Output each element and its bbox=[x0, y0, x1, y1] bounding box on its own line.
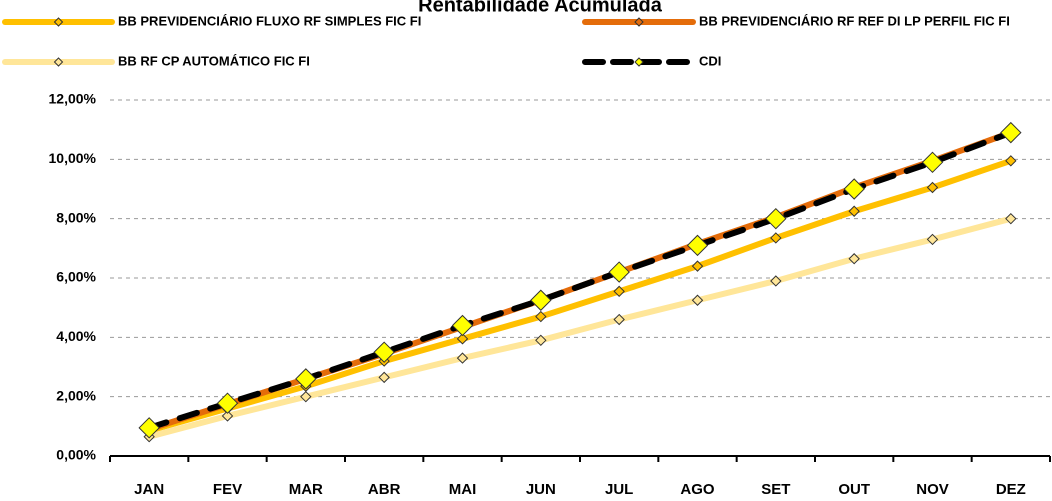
marker bbox=[530, 289, 552, 311]
legend-label: BB PREVIDENCIÁRIO RF REF DI LP PERFIL FI… bbox=[699, 13, 1010, 28]
marker bbox=[765, 207, 787, 230]
x-tick-label: JUL bbox=[605, 481, 633, 498]
marker bbox=[770, 232, 782, 244]
legend-marker bbox=[53, 57, 64, 67]
y-tick-label: 4,00% bbox=[56, 328, 96, 344]
marker bbox=[456, 352, 469, 364]
marker bbox=[608, 261, 630, 283]
x-tick-label: NOV bbox=[916, 481, 949, 498]
x-tick-label: ABR bbox=[368, 481, 401, 498]
series-line bbox=[146, 157, 1014, 434]
x-tick-label: AGO bbox=[680, 481, 715, 498]
x-tick-label: JAN bbox=[134, 481, 164, 498]
series-line bbox=[146, 129, 1014, 431]
y-tick-label: 10,00% bbox=[49, 150, 97, 166]
legend-marker bbox=[634, 57, 644, 67]
marker bbox=[926, 181, 939, 194]
series-line bbox=[146, 215, 1014, 440]
marker bbox=[535, 334, 547, 347]
marker bbox=[378, 371, 390, 384]
marker bbox=[1000, 121, 1022, 144]
y-tick-label: 2,00% bbox=[56, 387, 96, 403]
x-tick-label: MAI bbox=[449, 481, 477, 498]
marker bbox=[221, 410, 234, 422]
y-tick-label: 8,00% bbox=[56, 209, 96, 225]
marker bbox=[848, 253, 860, 265]
x-tick-label: JUN bbox=[526, 481, 556, 498]
marker bbox=[535, 310, 547, 323]
marker bbox=[456, 333, 469, 345]
marker bbox=[451, 314, 474, 337]
x-tick-label: DEZ bbox=[996, 481, 1026, 498]
marker bbox=[691, 260, 704, 272]
marker bbox=[373, 341, 395, 363]
marker bbox=[613, 313, 625, 326]
marker bbox=[691, 294, 704, 306]
y-tick-label: 12,00% bbox=[49, 91, 97, 107]
legend-marker bbox=[634, 17, 644, 27]
marker bbox=[138, 417, 160, 439]
marker bbox=[295, 368, 317, 390]
marker bbox=[613, 285, 625, 298]
marker bbox=[848, 205, 860, 217]
y-tick-label: 6,00% bbox=[56, 269, 96, 285]
marker bbox=[1005, 212, 1017, 225]
legend-marker bbox=[53, 17, 64, 27]
x-tick-label: OUT bbox=[838, 481, 870, 498]
marker bbox=[843, 178, 865, 200]
marker bbox=[300, 390, 312, 403]
marker bbox=[770, 275, 782, 287]
x-tick-label: SET bbox=[761, 481, 790, 498]
marker bbox=[926, 233, 939, 246]
x-tick-label: FEV bbox=[213, 481, 242, 498]
y-tick-label: 0,00% bbox=[56, 447, 96, 463]
marker bbox=[1005, 155, 1017, 167]
chart-title: Rentabilidade Acumulada bbox=[418, 0, 663, 16]
marker bbox=[686, 234, 709, 257]
marker bbox=[921, 151, 944, 174]
legend-label: CDI bbox=[699, 53, 721, 68]
legend-label: BB RF CP AUTOMÁTICO FIC FI bbox=[118, 53, 310, 68]
legend-label: BB PREVIDENCIÁRIO FLUXO RF SIMPLES FIC F… bbox=[118, 13, 421, 28]
x-tick-label: MAR bbox=[289, 481, 323, 498]
marker bbox=[216, 392, 239, 414]
